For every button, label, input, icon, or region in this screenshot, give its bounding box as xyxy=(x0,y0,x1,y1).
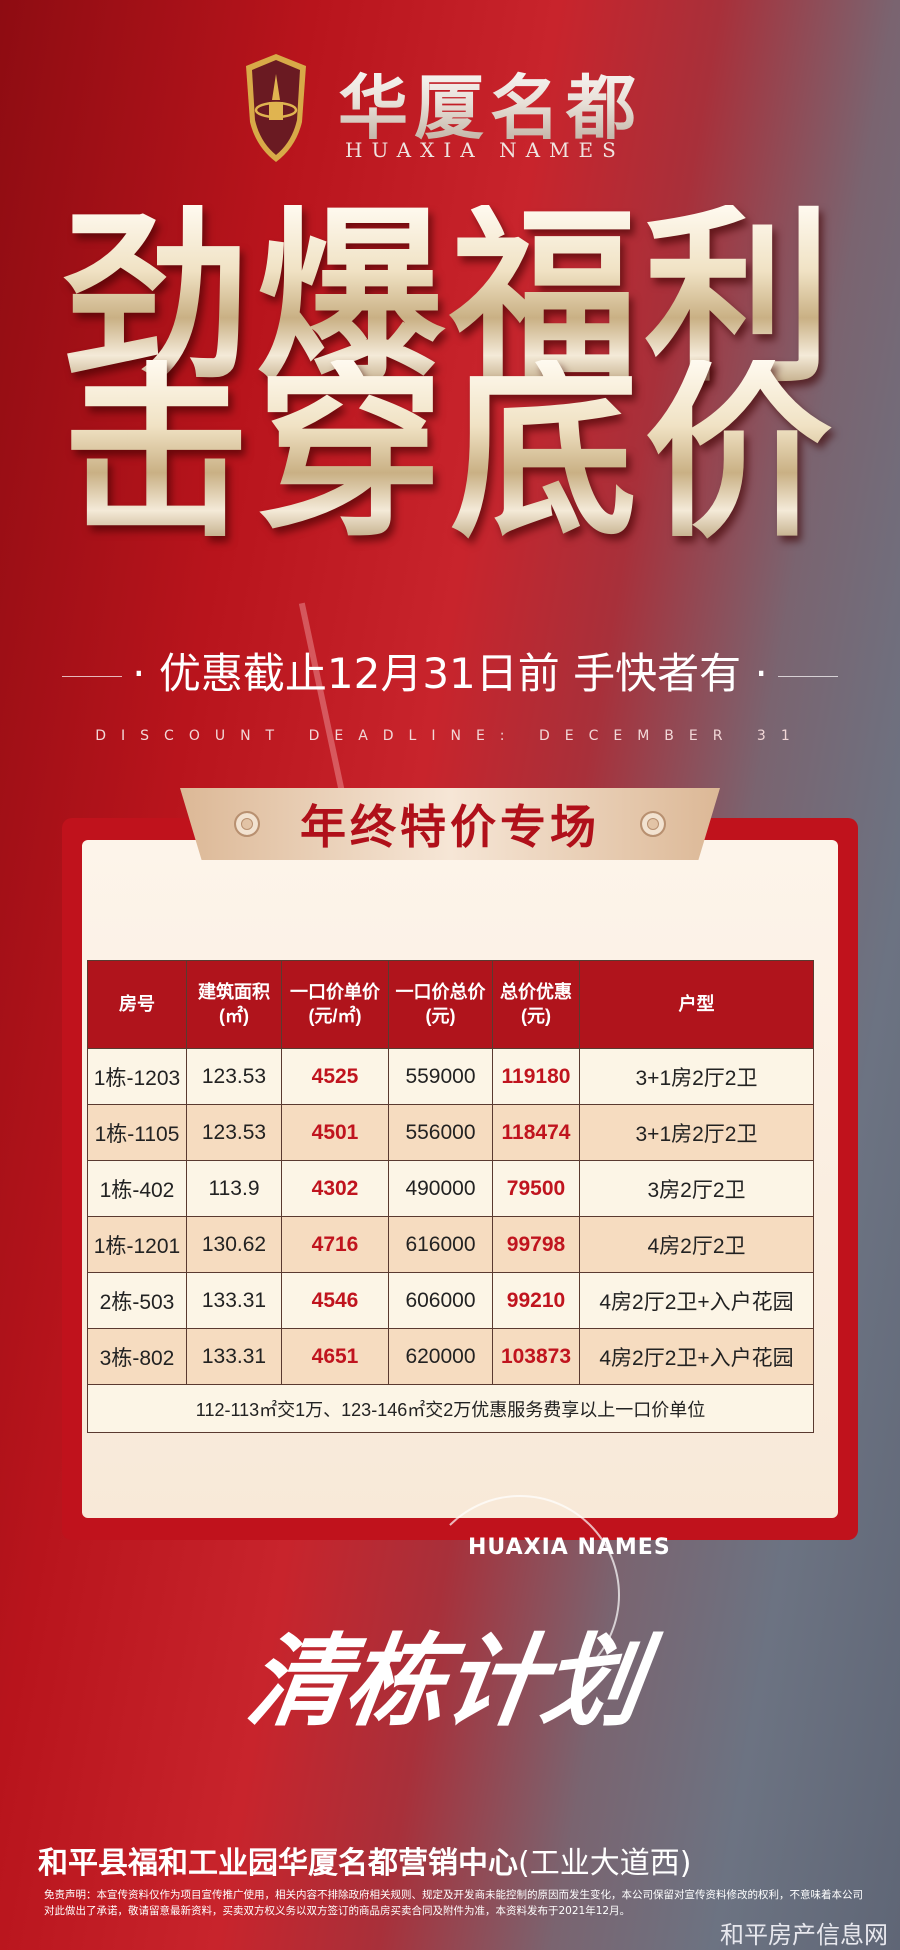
table-row: 1栋-402 113.9 4302 490000 79500 3房2厅2卫 xyxy=(87,1160,814,1217)
table-cell: 133.31 xyxy=(186,1272,282,1329)
table-cell: 4651 xyxy=(281,1328,389,1385)
column-header: 一口价单价 (元/㎡) xyxy=(281,960,389,1049)
table-row: 1栋-1105 123.53 4501 556000 118474 3+1房2厅2卫 xyxy=(87,1104,814,1161)
deadline-en: DISCOUNT DEADLINE: DECEMBER 31 xyxy=(95,728,805,744)
table-cell: 3+1房2厅2卫 xyxy=(579,1104,814,1161)
table-cell: 4302 xyxy=(281,1160,389,1217)
ring-ornament-icon xyxy=(640,811,666,837)
brand-logo-shield-icon xyxy=(246,54,306,162)
table-cell: 123.53 xyxy=(186,1104,282,1161)
tagline: · 优惠截止12月31日前 手快者有 · xyxy=(0,640,900,701)
table-cell: 3房2厅2卫 xyxy=(579,1160,814,1217)
table-cell: 79500 xyxy=(492,1160,580,1217)
table-cell: 3+1房2厅2卫 xyxy=(579,1048,814,1105)
table-cell: 113.9 xyxy=(186,1160,282,1217)
column-header-text: (元/㎡) xyxy=(308,1005,362,1026)
column-header: 房号 xyxy=(87,960,187,1049)
column-header: 户型 xyxy=(579,960,814,1049)
banner-title: 年终特价专场 xyxy=(300,800,600,854)
watermark: 和平房产信息网 xyxy=(720,1921,888,1949)
table-cell: 133.31 xyxy=(186,1328,282,1385)
table-cell: 1栋-1203 xyxy=(87,1048,187,1105)
plan-title: 清栋计划 xyxy=(240,1623,649,1740)
table-row: 1栋-1201 130.62 4716 616000 99798 4房2厅2卫 xyxy=(87,1216,814,1273)
table-note-row: 112-113㎡交1万、123-146㎡交2万优惠服务费享以上一口价单位 xyxy=(87,1384,814,1433)
column-header-text: (元) xyxy=(521,1005,551,1026)
address-sub: (工业大道西) xyxy=(518,1846,692,1881)
divider xyxy=(777,676,838,677)
table-cell: 123.53 xyxy=(186,1048,282,1105)
table-row: 2栋-503 133.31 4546 606000 99210 4房2厅2卫+入户花园 xyxy=(87,1272,814,1329)
table-cell: 99798 xyxy=(492,1216,580,1273)
column-header: 建筑面积 (㎡) xyxy=(186,960,282,1049)
column-header: 一口价总价 (元) xyxy=(388,960,493,1049)
table-cell: 4716 xyxy=(281,1216,389,1273)
column-header-text: 房号 xyxy=(119,993,155,1014)
table-cell: 620000 xyxy=(388,1328,493,1385)
table-cell: 1栋-1105 xyxy=(87,1104,187,1161)
table-cell: 1栋-402 xyxy=(87,1160,187,1217)
table-cell: 4房2厅2卫 xyxy=(579,1216,814,1273)
table-cell: 1栋-1201 xyxy=(87,1216,187,1273)
table-header-row: 房号 建筑面积 (㎡) 一口价单价 (元/㎡) 一口价总价 (元) 总价优惠 (元) 户型 xyxy=(87,960,814,1049)
table-cell: 490000 xyxy=(388,1160,493,1217)
brand-name: 华厦名都 xyxy=(338,52,642,153)
address-main: 和平县福和工业园华厦名都营销中心 xyxy=(38,1846,518,1881)
column-header-text: 一口价总价 xyxy=(395,982,486,1003)
tagline-text: 优惠截止12月31日前 手快者有 xyxy=(158,649,742,698)
column-header: 总价优惠 (元) xyxy=(492,960,580,1049)
table-note: 112-113㎡交1万、123-146㎡交2万优惠服务费享以上一口价单位 xyxy=(87,1384,814,1433)
section-banner: 年终特价专场 xyxy=(180,788,720,860)
table-cell: 606000 xyxy=(388,1272,493,1329)
table-cell: 119180 xyxy=(492,1048,580,1105)
divider xyxy=(62,676,123,677)
disclaimer: 免责声明：本宣传资料仅作为项目宣传推广使用，相关内容不排除政府相关规则、规定及开… xyxy=(44,1889,863,1918)
price-table: 房号 建筑面积 (㎡) 一口价单价 (元/㎡) 一口价总价 (元) 总价优惠 (元) 户型 1栋-… xyxy=(87,960,814,1433)
column-header-text: 总价优惠 xyxy=(500,982,572,1003)
column-header-text: (㎡) xyxy=(219,1005,249,1026)
table-cell: 3栋-802 xyxy=(87,1328,187,1385)
table-cell: 103873 xyxy=(492,1328,580,1385)
table-row: 1栋-1203 123.53 4525 559000 119180 3+1房2厅2卫 xyxy=(87,1048,814,1105)
table-cell: 130.62 xyxy=(186,1216,282,1273)
table-cell: 99210 xyxy=(492,1272,580,1329)
column-header-text: (元) xyxy=(425,1005,456,1026)
headline-line2: 击穿底价 xyxy=(30,360,870,548)
table-cell: 2栋-503 xyxy=(87,1272,187,1329)
table-row: 3栋-802 133.31 4651 620000 103873 4房2厅2卫+入户花园 xyxy=(87,1328,814,1385)
column-header-text: 建筑面积 xyxy=(198,982,270,1003)
headline-line1: 劲爆福利 xyxy=(30,205,870,393)
decorative-arc xyxy=(420,1495,620,1695)
column-header-text: 户型 xyxy=(678,993,715,1014)
brand-name-en: HUAXIA NAMES xyxy=(345,138,625,162)
table-cell: 616000 xyxy=(388,1216,493,1273)
table-cell: 4525 xyxy=(281,1048,389,1105)
table-cell: 4房2厅2卫+入户花园 xyxy=(579,1328,814,1385)
ring-ornament-icon xyxy=(234,811,260,837)
plan-subtitle-en: HUAXIA NAMES xyxy=(468,1535,671,1560)
table-cell: 559000 xyxy=(388,1048,493,1105)
table-cell: 556000 xyxy=(388,1104,493,1161)
table-cell: 4546 xyxy=(281,1272,389,1329)
table-cell: 4501 xyxy=(281,1104,389,1161)
column-header-text: 一口价单价 xyxy=(290,982,380,1003)
table-cell: 118474 xyxy=(492,1104,580,1161)
address: 和平县福和工业园华厦名都营销中心(工业大道西) xyxy=(38,1838,691,1882)
table-cell: 4房2厅2卫+入户花园 xyxy=(579,1272,814,1329)
